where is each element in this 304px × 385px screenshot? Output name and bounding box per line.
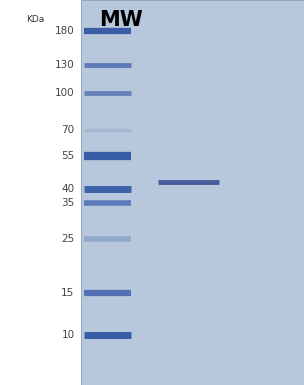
Text: 130: 130 bbox=[55, 60, 74, 70]
Text: MW: MW bbox=[99, 10, 143, 30]
Text: 35: 35 bbox=[61, 198, 74, 208]
Text: 180: 180 bbox=[55, 26, 74, 36]
Text: 10: 10 bbox=[61, 330, 74, 340]
Text: 25: 25 bbox=[61, 234, 74, 244]
Text: 100: 100 bbox=[55, 88, 74, 98]
Text: 40: 40 bbox=[61, 184, 74, 194]
Bar bbox=[81, 0, 304, 385]
Text: KDa: KDa bbox=[26, 15, 44, 24]
Text: 70: 70 bbox=[61, 125, 74, 135]
Text: 15: 15 bbox=[61, 288, 74, 298]
Bar bbox=[0, 0, 81, 385]
Text: 55: 55 bbox=[61, 151, 74, 161]
Bar bbox=[81, 0, 304, 385]
